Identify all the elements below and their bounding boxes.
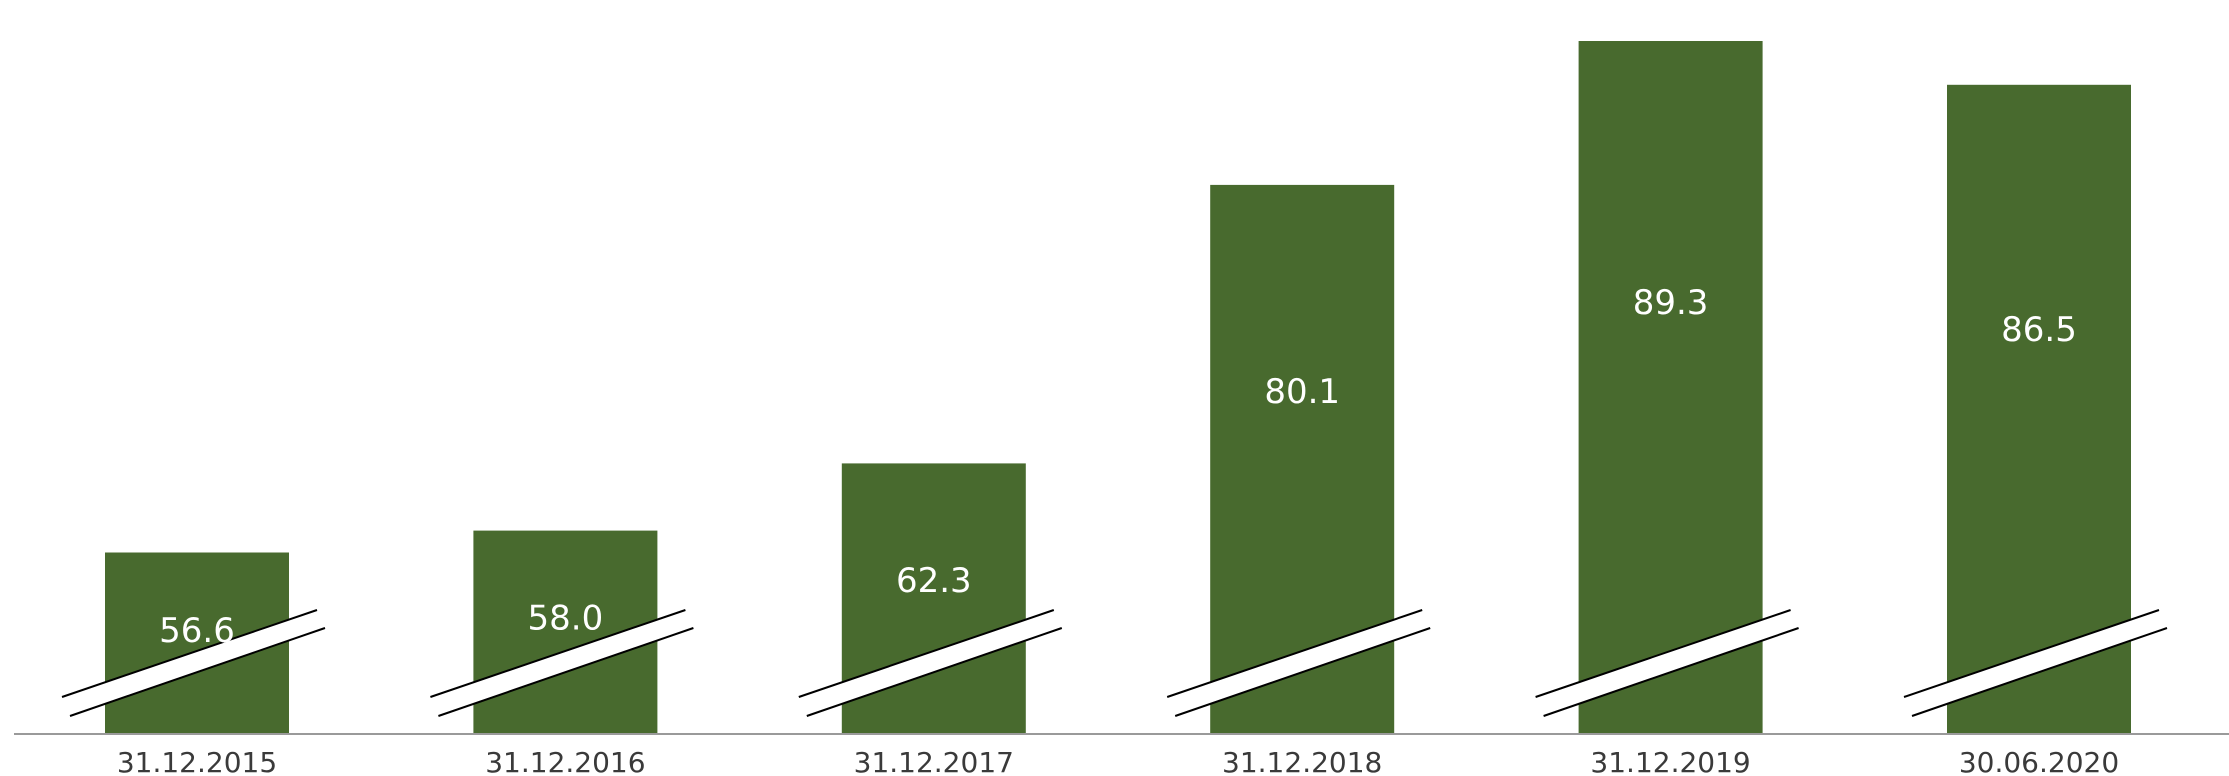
x-tick-label: 31.12.2015: [117, 746, 277, 776]
x-tick-label: 31.12.2016: [485, 746, 645, 776]
axis-break-marker: [61, 609, 326, 717]
axis-break-marker: [1535, 609, 1799, 717]
bar-30.06.2020: [1947, 84, 2131, 735]
x-tick-label: 31.12.2017: [854, 746, 1014, 776]
axis-break-marker: [1166, 609, 1431, 717]
value-labels-layer: 56.6 58.0 62.3 80.1 89.3 86.5: [159, 283, 2077, 651]
axis-break-line-lower: [69, 627, 326, 717]
value-label: 86.5: [2001, 310, 2077, 350]
axis-break-line-upper: [1903, 609, 2160, 698]
axis-break-band: [1535, 610, 1799, 716]
axis-break-marker: [430, 609, 694, 717]
value-label: 56.6: [159, 611, 235, 651]
x-tick-label: 31.12.2019: [1590, 746, 1750, 776]
axis-break-line-lower: [806, 627, 1063, 717]
bar-31.12.2019: [1578, 41, 1763, 734]
axis-break-marker: [1903, 609, 2168, 717]
x-tick-label: 31.12.2018: [1222, 746, 1382, 776]
value-label: 62.3: [896, 561, 972, 601]
axis-break-marker: [798, 609, 1063, 717]
x-tick-labels-layer: 31.12.2015 31.12.2016 31.12.2017 31.12.2018…: [117, 746, 2119, 776]
axis-break-line-lower: [438, 627, 694, 717]
value-label: 80.1: [1264, 372, 1340, 412]
bars-layer: [105, 41, 2131, 735]
axis-break-band: [430, 610, 694, 716]
axis-break-line-lower: [1911, 627, 2168, 717]
axis-break-line-upper: [430, 609, 686, 698]
axis-break-line-upper: [1535, 609, 1791, 698]
axis-break-band: [1904, 610, 2167, 716]
axis-break-markers: [61, 609, 2168, 717]
axis-break-line-lower: [1174, 627, 1431, 717]
axis-break-band: [1167, 610, 1431, 716]
axis-break-line-upper: [61, 609, 318, 698]
axis-break-line-upper: [1166, 609, 1423, 698]
value-label: 58.0: [528, 599, 604, 639]
axis-break-band: [798, 610, 1062, 716]
axis-break-line-upper: [798, 609, 1055, 698]
value-label: 89.3: [1633, 283, 1709, 323]
axis-break-band: [62, 610, 325, 716]
x-tick-label: 30.06.2020: [1959, 746, 2119, 776]
axis-break-line-lower: [1543, 627, 1799, 717]
